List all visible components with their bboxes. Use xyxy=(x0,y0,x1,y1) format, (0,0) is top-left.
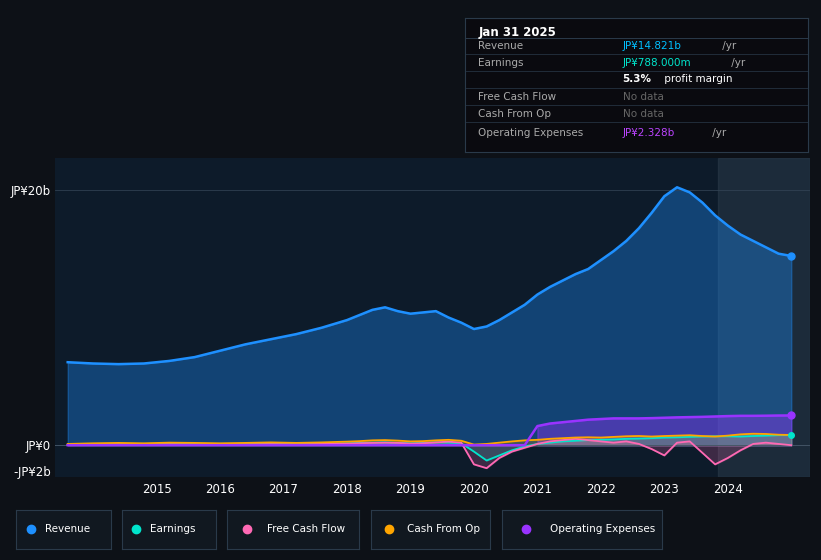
Text: profit margin: profit margin xyxy=(661,74,732,84)
Text: Operating Expenses: Operating Expenses xyxy=(479,128,584,138)
Text: Earnings: Earnings xyxy=(479,58,524,68)
Text: No data: No data xyxy=(622,91,663,101)
Text: Cash From Op: Cash From Op xyxy=(407,524,479,534)
Text: Free Cash Flow: Free Cash Flow xyxy=(267,524,345,534)
Bar xyxy=(718,158,810,477)
Text: /yr: /yr xyxy=(709,128,727,138)
Text: Operating Expenses: Operating Expenses xyxy=(550,524,655,534)
Text: Revenue: Revenue xyxy=(44,524,89,534)
Text: 5.3%: 5.3% xyxy=(622,74,652,84)
Text: JP¥788.000m: JP¥788.000m xyxy=(622,58,691,68)
Text: /yr: /yr xyxy=(728,58,745,68)
Text: /yr: /yr xyxy=(718,41,736,50)
Text: Jan 31 2025: Jan 31 2025 xyxy=(479,26,557,39)
Text: Free Cash Flow: Free Cash Flow xyxy=(479,91,557,101)
Text: Cash From Op: Cash From Op xyxy=(479,109,552,119)
Text: Revenue: Revenue xyxy=(479,41,524,50)
Text: JP¥14.821b: JP¥14.821b xyxy=(622,41,681,50)
Text: No data: No data xyxy=(622,109,663,119)
Text: Earnings: Earnings xyxy=(149,524,195,534)
Text: JP¥2.328b: JP¥2.328b xyxy=(622,128,675,138)
